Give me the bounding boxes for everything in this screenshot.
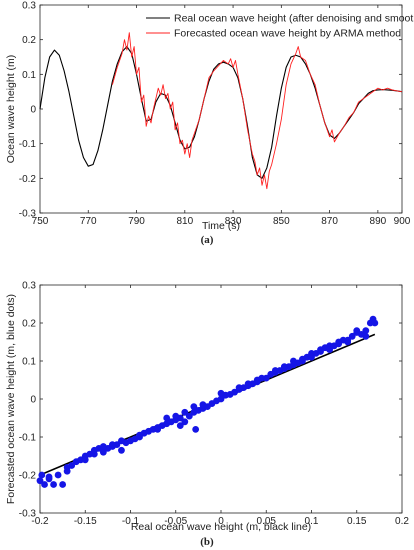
x-tick-label: 750 bbox=[32, 216, 49, 227]
legend-entry-forecast: Forecasted ocean wave height by ARMA met… bbox=[174, 28, 401, 40]
b-x-tick-label: 0.2 bbox=[395, 516, 409, 527]
scatter-point bbox=[63, 464, 71, 471]
scatter-point bbox=[109, 441, 116, 448]
scatter-point bbox=[41, 481, 48, 488]
scatter-point bbox=[371, 319, 379, 327]
scatter-point bbox=[176, 422, 184, 429]
scatter-point bbox=[136, 431, 143, 439]
scatter-point bbox=[36, 477, 44, 485]
scatter-point bbox=[335, 340, 343, 348]
scatter-point bbox=[262, 374, 270, 382]
axis-ticks: 750 770 790 810 830 850 870 890 900 -0.3 -0.2 -0.1 0… bbox=[19, 1, 411, 228]
scatter-point bbox=[190, 403, 198, 410]
axis-ticks-b: -0.2 -0.15 -0.1 -0.05 0 0.05 0.1 0.15 0.2-0.3-0.… bbox=[19, 281, 410, 528]
y-tick-label: -0.2 bbox=[19, 174, 37, 185]
legend-entry-real: Real ocean wave height (after denoising … bbox=[174, 13, 414, 25]
scatter-point bbox=[38, 471, 46, 479]
scatter-point bbox=[299, 357, 306, 365]
b-y-tick-label: -0.1 bbox=[19, 433, 37, 444]
scatter-point bbox=[45, 473, 53, 481]
y-axis-label: Ocean wave height (m) bbox=[5, 55, 17, 164]
x-tick-label: 890 bbox=[370, 216, 387, 227]
scatter-point bbox=[154, 426, 162, 433]
y-tick-label: 0.1 bbox=[22, 70, 36, 81]
x-axis-label-b: Real ocean wave height (m, black line) bbox=[131, 521, 311, 533]
scatter-point bbox=[90, 446, 98, 454]
scatter-point bbox=[235, 384, 243, 391]
b-y-tick-label: 0.3 bbox=[22, 281, 36, 292]
scatter-points bbox=[36, 315, 379, 488]
scatter-point bbox=[290, 361, 297, 369]
scatter-point bbox=[199, 401, 207, 409]
scatter-point bbox=[217, 389, 225, 397]
scatter-point bbox=[348, 332, 356, 340]
caption-a: (a) bbox=[201, 234, 214, 246]
scatter-point bbox=[81, 456, 89, 464]
scatter-point bbox=[308, 353, 315, 361]
scatter-point bbox=[253, 376, 261, 384]
x-tick-label: 900 bbox=[394, 216, 411, 227]
x-tick-label: 870 bbox=[321, 216, 338, 227]
scatter-point bbox=[118, 437, 125, 445]
b-x-tick-label: -0.1 bbox=[122, 516, 140, 527]
scatter-point bbox=[344, 336, 352, 344]
scatter-point bbox=[172, 412, 180, 420]
x-axis-label: Time (s) bbox=[202, 220, 240, 232]
b-x-tick-label: -0.2 bbox=[31, 516, 49, 527]
scatter-point bbox=[54, 471, 62, 479]
scatter-point bbox=[163, 414, 171, 422]
scatter-point bbox=[317, 346, 324, 353]
b-x-tick-label: -0.15 bbox=[74, 516, 97, 527]
b-y-tick-label: -0.3 bbox=[19, 509, 37, 520]
scatter-point bbox=[326, 346, 333, 353]
scatter-point bbox=[362, 327, 370, 334]
scatter-point bbox=[362, 332, 370, 340]
b-x-tick-label: 0.15 bbox=[347, 516, 367, 527]
b-y-tick-label: 0.1 bbox=[22, 357, 36, 368]
legend: Real ocean wave height (after denoising … bbox=[146, 13, 414, 40]
plot-frame bbox=[39, 4, 403, 214]
scatter-point bbox=[181, 408, 189, 416]
b-x-tick-label: 0 bbox=[218, 516, 224, 527]
series-line-forecast bbox=[111, 32, 403, 190]
y-tick-label: 0.2 bbox=[22, 35, 36, 46]
scatter-point bbox=[59, 481, 67, 488]
scatter-point bbox=[271, 367, 279, 374]
wave-height-line-chart: 750 770 790 810 830 850 870 890 900 -0.3 -0.2 -0.1 0… bbox=[5, 1, 414, 247]
forecast-vs-real-scatter-chart: -0.2 -0.15 -0.1 -0.05 0 0.05 0.1 0.15 0.2-0.3-0.… bbox=[5, 281, 409, 549]
scatter-point bbox=[99, 443, 107, 450]
x-tick-label: 810 bbox=[176, 216, 193, 227]
x-tick-label: 830 bbox=[225, 216, 242, 227]
b-y-tick-label: -0.2 bbox=[19, 471, 37, 482]
scatter-point bbox=[244, 382, 252, 390]
x-tick-label: 790 bbox=[128, 216, 145, 227]
b-x-tick-label: -0.05 bbox=[164, 516, 187, 527]
scatter-point bbox=[192, 426, 200, 433]
series-group bbox=[39, 32, 403, 190]
scatter-point bbox=[99, 448, 107, 456]
y-tick-label: 0 bbox=[30, 105, 36, 116]
b-x-tick-label: 0.05 bbox=[257, 516, 277, 527]
scatter-point bbox=[118, 446, 125, 454]
b-x-tick-label: 0.1 bbox=[305, 516, 319, 527]
scatter-point bbox=[353, 327, 361, 334]
scatter-point bbox=[50, 481, 57, 488]
y-tick-label: -0.3 bbox=[19, 209, 37, 220]
y-tick-label: 0.3 bbox=[22, 1, 36, 12]
scatter-point bbox=[280, 365, 288, 372]
y-tick-label: -0.1 bbox=[19, 139, 37, 150]
b-y-tick-label: 0 bbox=[30, 395, 36, 406]
y-axis-label-b: Forecasted ocean wave height (m, blue do… bbox=[5, 294, 17, 504]
caption-b: (b) bbox=[200, 536, 214, 548]
b-y-tick-label: 0.2 bbox=[22, 319, 36, 330]
scatter-point bbox=[181, 418, 189, 426]
x-tick-label: 850 bbox=[273, 216, 290, 227]
x-tick-label: 770 bbox=[80, 216, 97, 227]
scatter-point bbox=[185, 412, 193, 420]
scatter-point bbox=[217, 395, 225, 403]
